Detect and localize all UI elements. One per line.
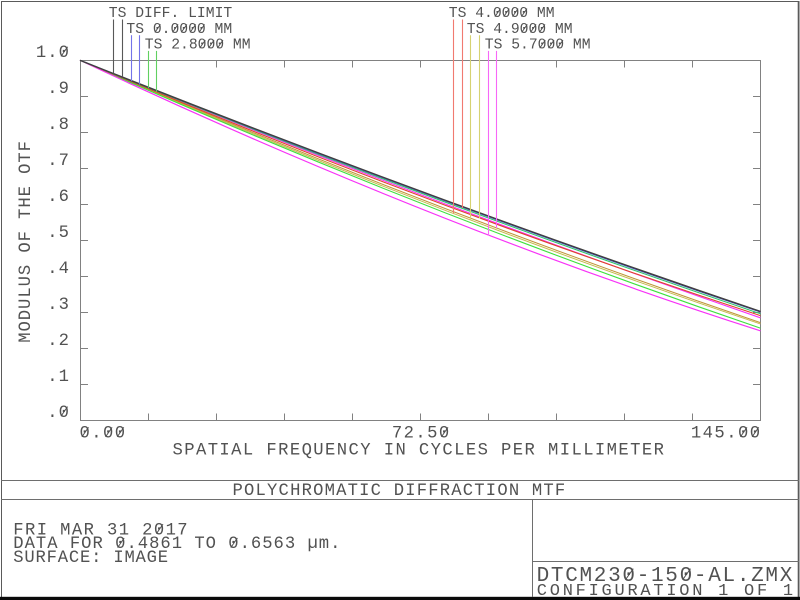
svg-text:TS 4.0000 MM: TS 4.0000 MM bbox=[449, 6, 555, 22]
svg-text:DTCM230-150-AL.ZMX: DTCM230-150-AL.ZMX bbox=[537, 565, 794, 588]
svg-text:FRI MAR 31 2017: FRI MAR 31 2017 bbox=[13, 521, 189, 540]
svg-text:.5: .5 bbox=[47, 224, 70, 243]
svg-text:POLYCHROMATIC DIFFRACTION MTF: POLYCHROMATIC DIFFRACTION MTF bbox=[233, 482, 567, 501]
svg-text:1.0: 1.0 bbox=[36, 44, 70, 63]
svg-text:TS 0.0000 MM: TS 0.0000 MM bbox=[126, 22, 232, 38]
svg-text:TS DIFF. LIMIT: TS DIFF. LIMIT bbox=[109, 6, 233, 22]
svg-text:.2: .2 bbox=[47, 332, 70, 351]
svg-text:.0: .0 bbox=[47, 404, 70, 423]
svg-text:.9: .9 bbox=[47, 80, 70, 99]
svg-text:145.00: 145.00 bbox=[691, 425, 762, 444]
svg-text:0.00: 0.00 bbox=[80, 425, 127, 444]
svg-text:SPATIAL FREQUENCY IN CYCLES PE: SPATIAL FREQUENCY IN CYCLES PER MILLIMET… bbox=[173, 441, 666, 460]
svg-text:.3: .3 bbox=[47, 296, 70, 315]
svg-text:TS 4.9000 MM: TS 4.9000 MM bbox=[467, 22, 573, 38]
svg-text:.4: .4 bbox=[47, 260, 70, 279]
svg-text:MODULUS OF THE OTF: MODULUS OF THE OTF bbox=[17, 140, 36, 343]
svg-text:72.50: 72.50 bbox=[392, 425, 451, 444]
svg-text:DATA FOR 0.4861 TO 0.6563 µm.: DATA FOR 0.4861 TO 0.6563 µm. bbox=[13, 535, 341, 554]
svg-text:TS 2.8000 MM: TS 2.8000 MM bbox=[145, 38, 251, 54]
svg-text:.1: .1 bbox=[47, 368, 70, 387]
svg-text:CONFIGURATION 1 OF 1: CONFIGURATION 1 OF 1 bbox=[537, 582, 796, 600]
svg-text:.7: .7 bbox=[47, 152, 70, 171]
svg-text:.8: .8 bbox=[47, 116, 70, 135]
svg-text:TS 5.7000 MM: TS 5.7000 MM bbox=[485, 38, 591, 54]
svg-text:SURFACE: IMAGE: SURFACE: IMAGE bbox=[13, 549, 169, 568]
svg-text:.6: .6 bbox=[47, 188, 70, 207]
